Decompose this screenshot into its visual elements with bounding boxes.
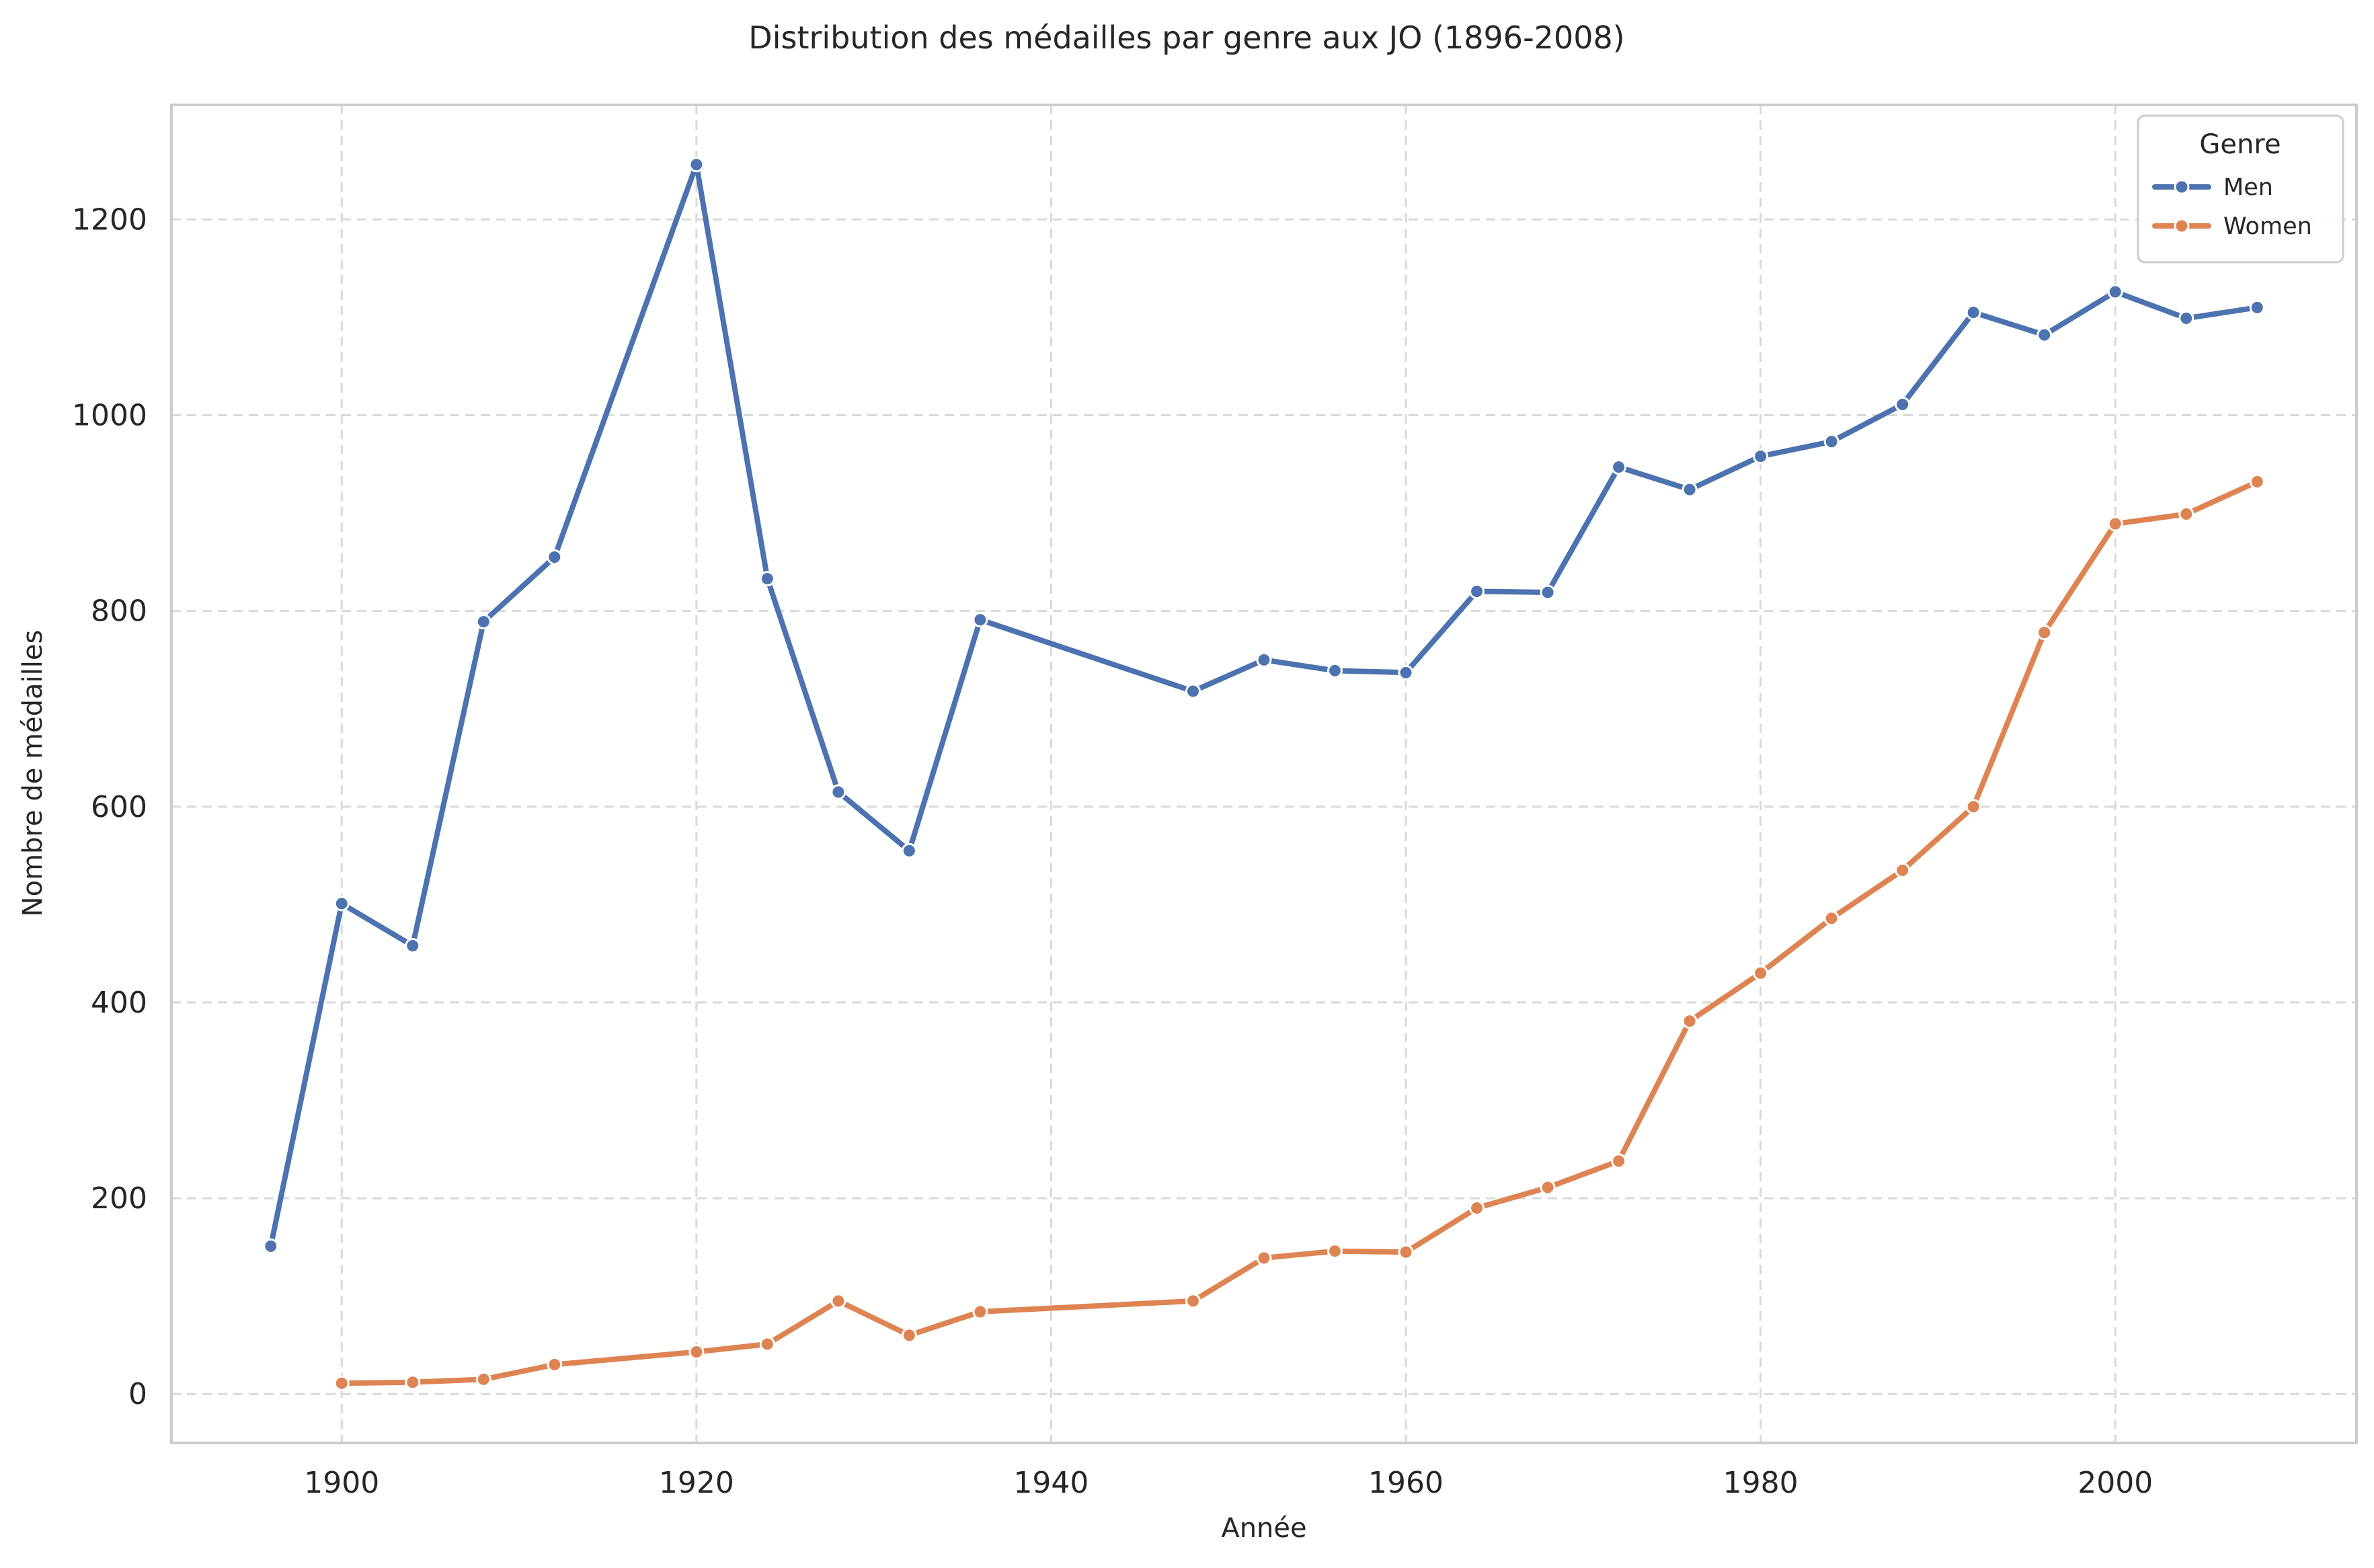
legend-title: Genre [2199, 129, 2281, 160]
legend-label: Men [2223, 174, 2273, 201]
data-point-women [759, 1336, 775, 1352]
chart-title: Distribution des médailles par genre aux… [748, 19, 1624, 56]
data-point-women [1681, 1013, 1698, 1029]
data-point-women [1895, 862, 1911, 878]
data-point-women [972, 1304, 988, 1320]
series-layer [263, 157, 2265, 1391]
data-point-women [547, 1357, 563, 1373]
data-point-men [972, 612, 988, 628]
legend-entries: Men Women [2152, 174, 2312, 240]
data-point-women [2249, 473, 2265, 489]
data-point-women [1469, 1200, 1485, 1216]
data-point-women [1256, 1250, 1272, 1266]
y-axis-ticks: 0 200 400 600 800 1000 1200 [72, 202, 147, 1411]
data-point-men [333, 896, 350, 912]
data-point-men [2249, 299, 2265, 315]
legend: Genre Men Women [2137, 114, 2344, 264]
y-axis-label: Nombre de médailles [17, 630, 48, 917]
data-point-men [688, 157, 705, 173]
data-point-men [830, 784, 846, 800]
data-point-men [1965, 305, 1981, 321]
data-point-women [405, 1374, 421, 1390]
data-point-women [1327, 1243, 1343, 1259]
legend-entry-women: Women [2152, 213, 2312, 240]
data-point-women [1753, 965, 1769, 981]
data-point-women [2178, 506, 2194, 522]
data-point-women [2107, 516, 2123, 532]
data-point-men [1611, 459, 1627, 475]
x-tick-label: 1960 [1368, 1466, 1443, 1500]
data-point-men [2107, 284, 2123, 300]
x-tick-label: 2000 [2078, 1466, 2153, 1500]
data-point-men [263, 1238, 279, 1254]
data-point-men [759, 571, 775, 587]
plot-area-frame [170, 104, 2358, 1444]
x-axis-label: Année [1221, 1513, 1306, 1544]
x-tick-label: 1920 [659, 1466, 734, 1500]
y-tick-label: 1000 [72, 398, 147, 432]
grid-layer [171, 105, 2357, 1443]
data-point-men [1256, 652, 1272, 668]
legend-swatch-marker [2174, 179, 2190, 195]
data-point-women [830, 1293, 846, 1309]
data-point-men [1753, 448, 1769, 465]
series-line-women [339, 479, 2260, 1386]
data-point-women [2036, 625, 2053, 641]
data-point-men [1469, 584, 1485, 600]
x-tick-label: 1900 [304, 1466, 379, 1500]
y-tick-label: 1200 [72, 202, 147, 237]
data-point-women [1540, 1179, 1556, 1195]
series-women [333, 473, 2265, 1391]
data-point-women [901, 1327, 917, 1343]
data-point-men [1681, 481, 1698, 498]
legend-label: Women [2223, 213, 2312, 240]
y-tick-label: 200 [91, 1181, 147, 1216]
data-point-men [2178, 310, 2194, 326]
y-tick-label: 600 [91, 790, 147, 824]
data-point-women [1965, 799, 1981, 815]
x-tick-label: 1980 [1723, 1466, 1798, 1500]
data-point-men [1823, 434, 1839, 450]
data-point-women [1611, 1153, 1627, 1169]
y-tick-label: 800 [91, 594, 147, 629]
data-point-women [475, 1371, 491, 1387]
data-point-women [333, 1375, 350, 1391]
data-point-men [475, 614, 491, 630]
data-point-men [2036, 327, 2053, 343]
series-men [263, 157, 2265, 1254]
data-point-men [405, 937, 421, 953]
data-point-women [688, 1344, 705, 1360]
legend-entry-men: Men [2152, 174, 2273, 201]
y-tick-label: 400 [91, 986, 147, 1020]
y-tick-label: 0 [128, 1377, 147, 1411]
legend-swatch-marker [2174, 218, 2190, 234]
data-point-men [1540, 584, 1556, 600]
data-point-men [1185, 683, 1201, 699]
series-line-men [268, 161, 2260, 1249]
data-point-women [1398, 1244, 1414, 1260]
data-point-men [901, 842, 917, 859]
data-point-men [547, 549, 563, 565]
data-point-women [1823, 910, 1839, 927]
data-point-men [1398, 664, 1414, 680]
data-point-men [1327, 662, 1343, 678]
x-tick-label: 1940 [1013, 1466, 1089, 1500]
data-point-women [1185, 1293, 1201, 1309]
x-axis-ticks: 1900 1920 1940 1960 1980 2000 [304, 1466, 2153, 1500]
data-point-men [1895, 396, 1911, 412]
